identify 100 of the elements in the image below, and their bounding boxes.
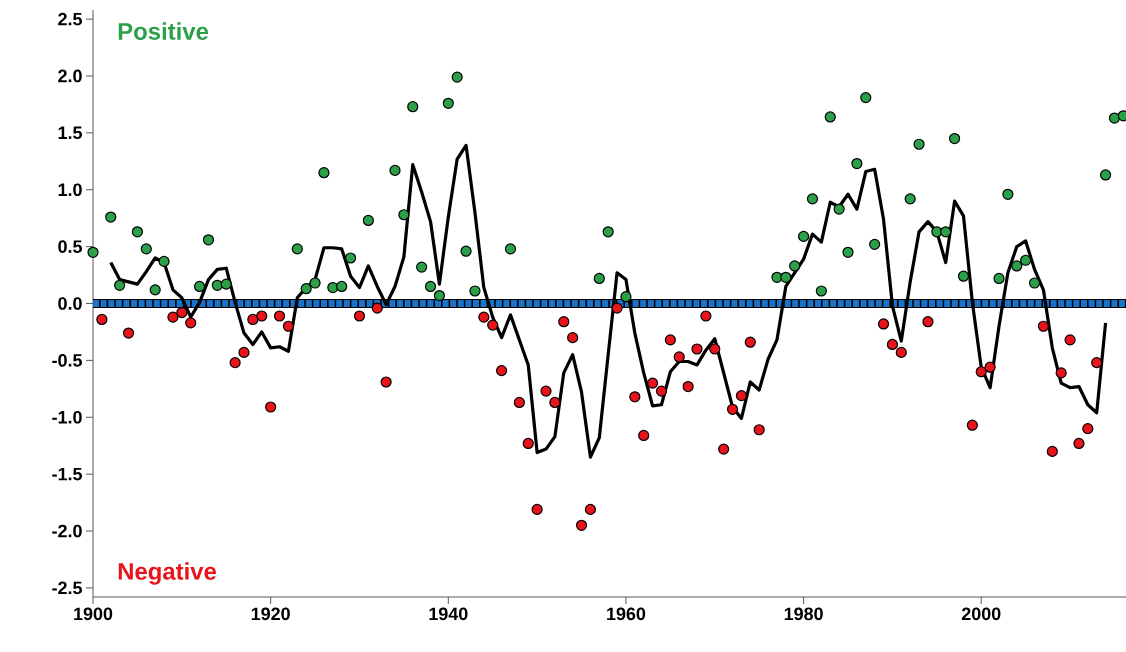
point bbox=[877, 318, 890, 330]
point bbox=[886, 338, 899, 351]
point bbox=[1028, 277, 1041, 289]
point bbox=[220, 278, 232, 290]
point bbox=[1108, 112, 1121, 124]
point bbox=[1064, 334, 1076, 346]
x-tick-label: 1960 bbox=[607, 607, 646, 621]
point bbox=[167, 311, 179, 323]
point bbox=[549, 396, 561, 409]
point bbox=[247, 313, 259, 326]
y-tick-label: 1.5 bbox=[58, 126, 82, 140]
point bbox=[114, 279, 126, 291]
y-tick-label: 1.0 bbox=[58, 183, 82, 197]
point bbox=[700, 310, 712, 322]
point bbox=[842, 246, 854, 258]
point bbox=[140, 243, 152, 255]
point bbox=[984, 361, 996, 373]
point bbox=[709, 343, 721, 355]
point bbox=[371, 302, 383, 314]
y-tick-label: -1.0 bbox=[52, 410, 82, 424]
point bbox=[540, 385, 552, 397]
point bbox=[1091, 357, 1103, 369]
point bbox=[993, 272, 1005, 285]
point bbox=[424, 280, 437, 293]
point bbox=[940, 226, 952, 238]
y-tick-label: 0.0 bbox=[58, 297, 82, 310]
y-tick-label: 2.5 bbox=[58, 12, 82, 26]
point bbox=[860, 91, 872, 104]
point bbox=[1037, 320, 1050, 332]
point bbox=[646, 377, 659, 389]
point bbox=[522, 437, 534, 450]
point bbox=[1082, 423, 1094, 435]
point bbox=[1020, 254, 1032, 266]
point bbox=[105, 211, 117, 223]
point bbox=[504, 243, 517, 255]
point bbox=[1002, 188, 1014, 200]
point bbox=[904, 193, 916, 205]
y-tick-label: -2.0 bbox=[52, 524, 82, 538]
point bbox=[238, 346, 250, 359]
point bbox=[869, 238, 881, 250]
point bbox=[495, 365, 508, 377]
point bbox=[655, 385, 668, 397]
point bbox=[780, 271, 792, 283]
x-tick-label: 1980 bbox=[784, 607, 823, 621]
point bbox=[282, 320, 295, 332]
point bbox=[407, 101, 419, 113]
point bbox=[575, 519, 588, 531]
point bbox=[291, 243, 303, 255]
text: Positive bbox=[118, 22, 209, 40]
point bbox=[1055, 367, 1067, 379]
point bbox=[789, 260, 801, 272]
point bbox=[673, 351, 685, 363]
point bbox=[806, 193, 819, 205]
point bbox=[131, 226, 144, 238]
point bbox=[718, 443, 730, 455]
point bbox=[593, 272, 605, 285]
point bbox=[185, 317, 197, 329]
x-tick-label: 1920 bbox=[251, 607, 290, 621]
point bbox=[771, 271, 783, 283]
point bbox=[1099, 169, 1112, 181]
x-tick-label: 1940 bbox=[429, 607, 468, 621]
point bbox=[1011, 260, 1023, 272]
point bbox=[122, 327, 135, 339]
point bbox=[895, 346, 907, 359]
point bbox=[948, 132, 961, 145]
point bbox=[193, 280, 206, 293]
point bbox=[567, 332, 579, 344]
point bbox=[966, 419, 978, 431]
y-tick-label: 2.0 bbox=[58, 69, 82, 83]
point bbox=[735, 390, 748, 402]
point bbox=[344, 252, 357, 264]
point bbox=[815, 285, 827, 297]
point bbox=[513, 396, 525, 409]
point bbox=[611, 302, 623, 314]
point bbox=[469, 285, 481, 297]
text: Negative bbox=[118, 562, 217, 585]
point bbox=[478, 311, 490, 323]
x-tick-label: 2000 bbox=[961, 607, 1001, 621]
y-tick-label: -0.5 bbox=[52, 354, 82, 367]
point bbox=[451, 71, 463, 83]
point bbox=[309, 277, 321, 289]
point bbox=[460, 245, 472, 257]
point bbox=[744, 336, 756, 348]
point bbox=[487, 319, 499, 331]
point bbox=[211, 279, 223, 291]
y-tick-label: 0.5 bbox=[58, 240, 82, 253]
point bbox=[638, 429, 650, 442]
point bbox=[389, 164, 401, 176]
point bbox=[87, 246, 99, 258]
point bbox=[975, 366, 987, 378]
point bbox=[531, 503, 543, 515]
y-tick-label: -1.5 bbox=[52, 467, 82, 481]
point bbox=[362, 214, 374, 227]
point bbox=[584, 503, 597, 515]
point bbox=[913, 138, 925, 150]
y-tick-label: -2.5 bbox=[52, 581, 82, 595]
point bbox=[336, 280, 348, 293]
point bbox=[96, 313, 108, 326]
point bbox=[1073, 437, 1085, 450]
point bbox=[682, 380, 694, 393]
